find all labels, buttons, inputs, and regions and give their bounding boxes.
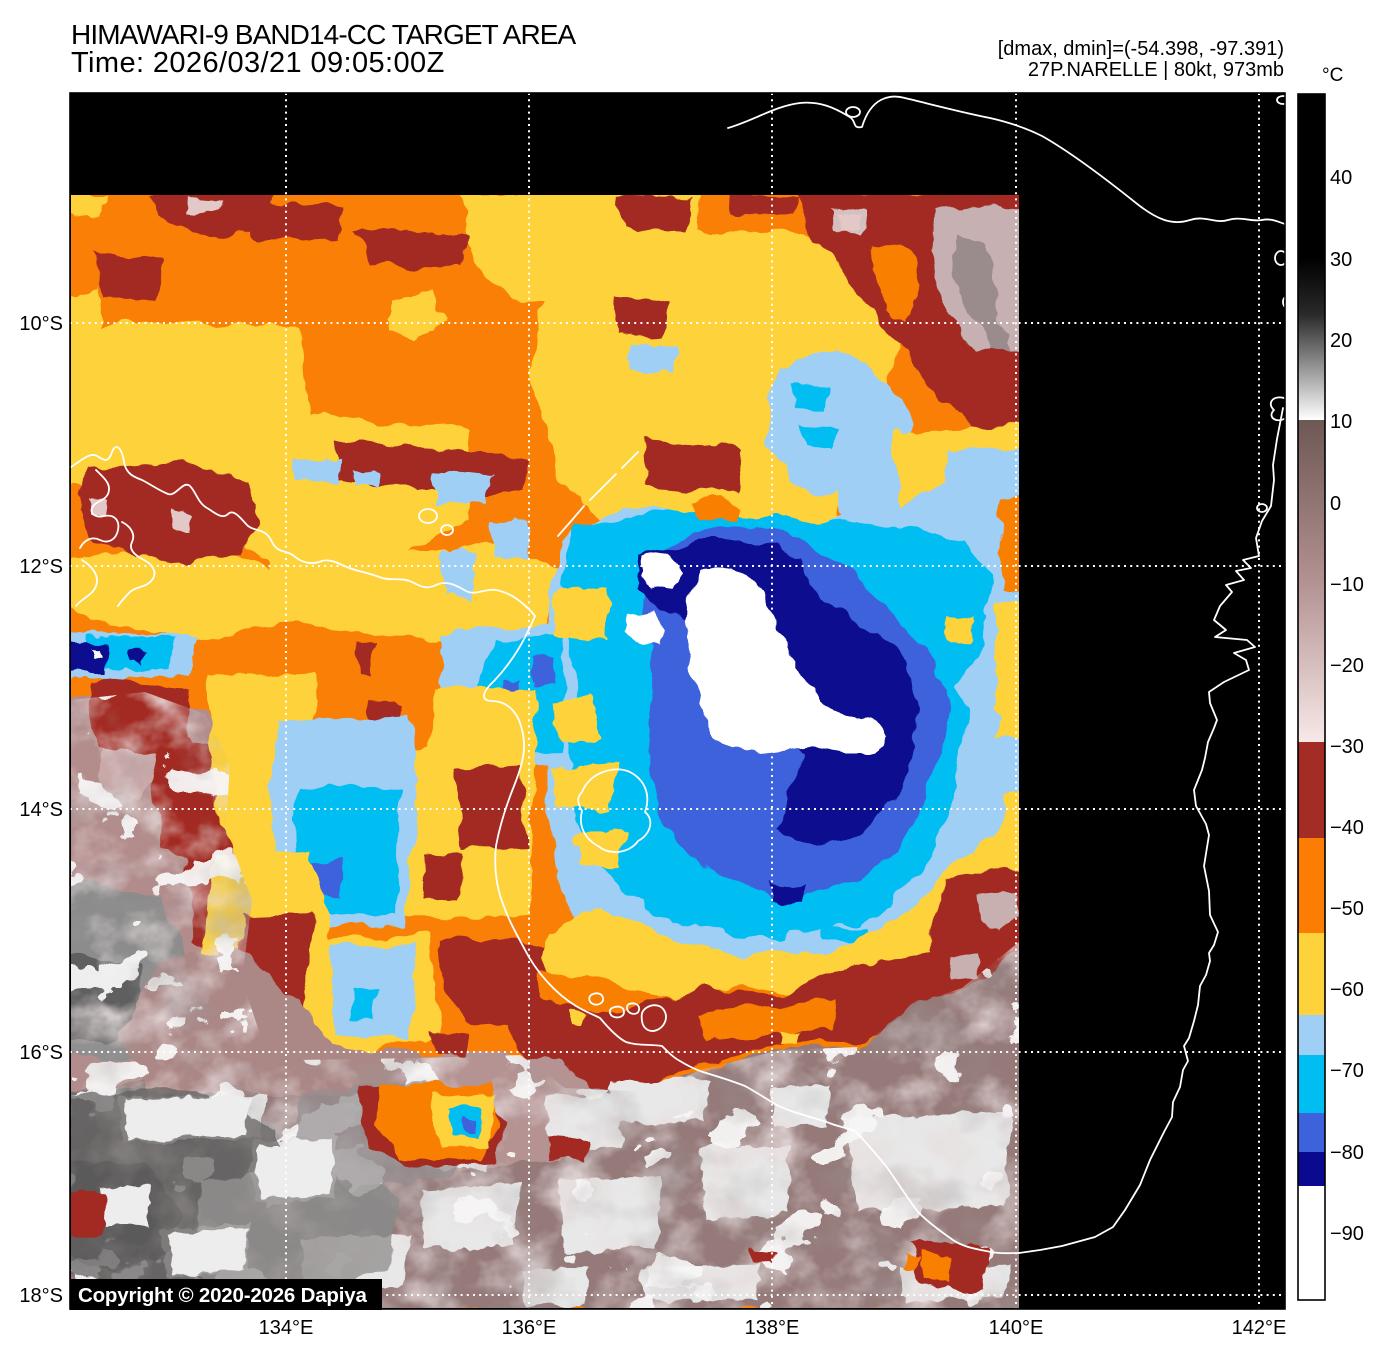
svg-text:134°E: 134°E — [259, 1317, 314, 1339]
svg-text:Time: 2026/03/21 09:05:00Z: Time: 2026/03/21 09:05:00Z — [71, 47, 445, 79]
svg-text:−30: −30 — [1330, 736, 1364, 758]
svg-text:16°S: 16°S — [19, 1042, 63, 1064]
svg-text:10: 10 — [1330, 411, 1352, 433]
svg-text:−50: −50 — [1330, 898, 1364, 920]
svg-text:−80: −80 — [1330, 1142, 1364, 1164]
svg-text:18°S: 18°S — [19, 1285, 63, 1307]
svg-text:12°S: 12°S — [19, 556, 63, 578]
svg-text:138°E: 138°E — [745, 1317, 800, 1339]
svg-text:−90: −90 — [1330, 1223, 1364, 1245]
svg-text:−70: −70 — [1330, 1060, 1364, 1082]
svg-text:14°S: 14°S — [19, 799, 63, 821]
svg-text:142°E: 142°E — [1232, 1317, 1287, 1339]
svg-text:HIMAWARI-9 BAND14-CC TARGET AR: HIMAWARI-9 BAND14-CC TARGET AREA — [71, 19, 577, 50]
svg-text:10°S: 10°S — [19, 313, 63, 335]
svg-text:27P.NARELLE | 80kt, 973mb: 27P.NARELLE | 80kt, 973mb — [1028, 59, 1284, 81]
svg-text:40: 40 — [1330, 167, 1352, 189]
svg-text:30: 30 — [1330, 249, 1352, 271]
svg-text:0: 0 — [1330, 493, 1341, 515]
svg-text:Copyright © 2020-2026 Dapiya: Copyright © 2020-2026 Dapiya — [78, 1284, 367, 1307]
svg-text:140°E: 140°E — [989, 1317, 1044, 1339]
svg-text:20: 20 — [1330, 330, 1352, 352]
svg-text:136°E: 136°E — [502, 1317, 557, 1339]
svg-text:−40: −40 — [1330, 817, 1364, 839]
svg-text:[dmax, dmin]=(-54.398, -97.391: [dmax, dmin]=(-54.398, -97.391) — [998, 38, 1284, 60]
svg-text:°C: °C — [1322, 65, 1343, 86]
svg-text:−60: −60 — [1330, 979, 1364, 1001]
svg-text:−10: −10 — [1330, 574, 1364, 596]
svg-text:−20: −20 — [1330, 655, 1364, 677]
